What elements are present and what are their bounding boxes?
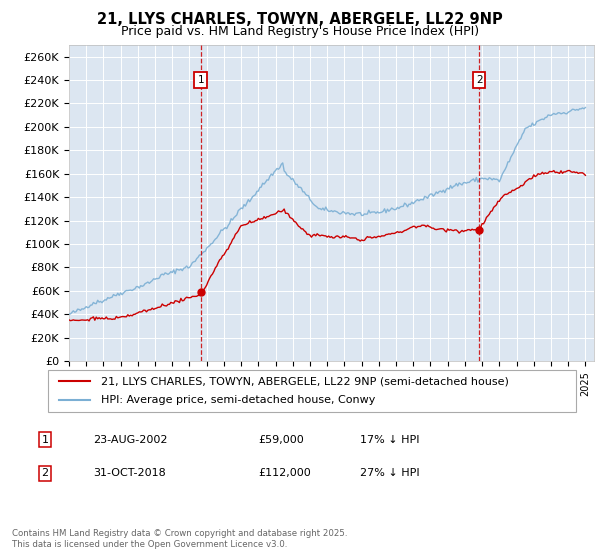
FancyBboxPatch shape	[48, 370, 576, 412]
Text: 21, LLYS CHARLES, TOWYN, ABERGELE, LL22 9NP (semi-detached house): 21, LLYS CHARLES, TOWYN, ABERGELE, LL22 …	[101, 376, 509, 386]
Text: £59,000: £59,000	[258, 435, 304, 445]
Text: 23-AUG-2002: 23-AUG-2002	[93, 435, 167, 445]
Text: 21, LLYS CHARLES, TOWYN, ABERGELE, LL22 9NP: 21, LLYS CHARLES, TOWYN, ABERGELE, LL22 …	[97, 12, 503, 27]
Text: HPI: Average price, semi-detached house, Conwy: HPI: Average price, semi-detached house,…	[101, 395, 375, 405]
Text: 1: 1	[197, 75, 204, 85]
Text: 1: 1	[41, 435, 49, 445]
Text: 2: 2	[476, 75, 482, 85]
Text: Price paid vs. HM Land Registry's House Price Index (HPI): Price paid vs. HM Land Registry's House …	[121, 25, 479, 38]
Text: 17% ↓ HPI: 17% ↓ HPI	[360, 435, 419, 445]
Text: 31-OCT-2018: 31-OCT-2018	[93, 468, 166, 478]
Text: 27% ↓ HPI: 27% ↓ HPI	[360, 468, 419, 478]
Text: Contains HM Land Registry data © Crown copyright and database right 2025.
This d: Contains HM Land Registry data © Crown c…	[12, 529, 347, 549]
Text: 2: 2	[41, 468, 49, 478]
Text: £112,000: £112,000	[258, 468, 311, 478]
